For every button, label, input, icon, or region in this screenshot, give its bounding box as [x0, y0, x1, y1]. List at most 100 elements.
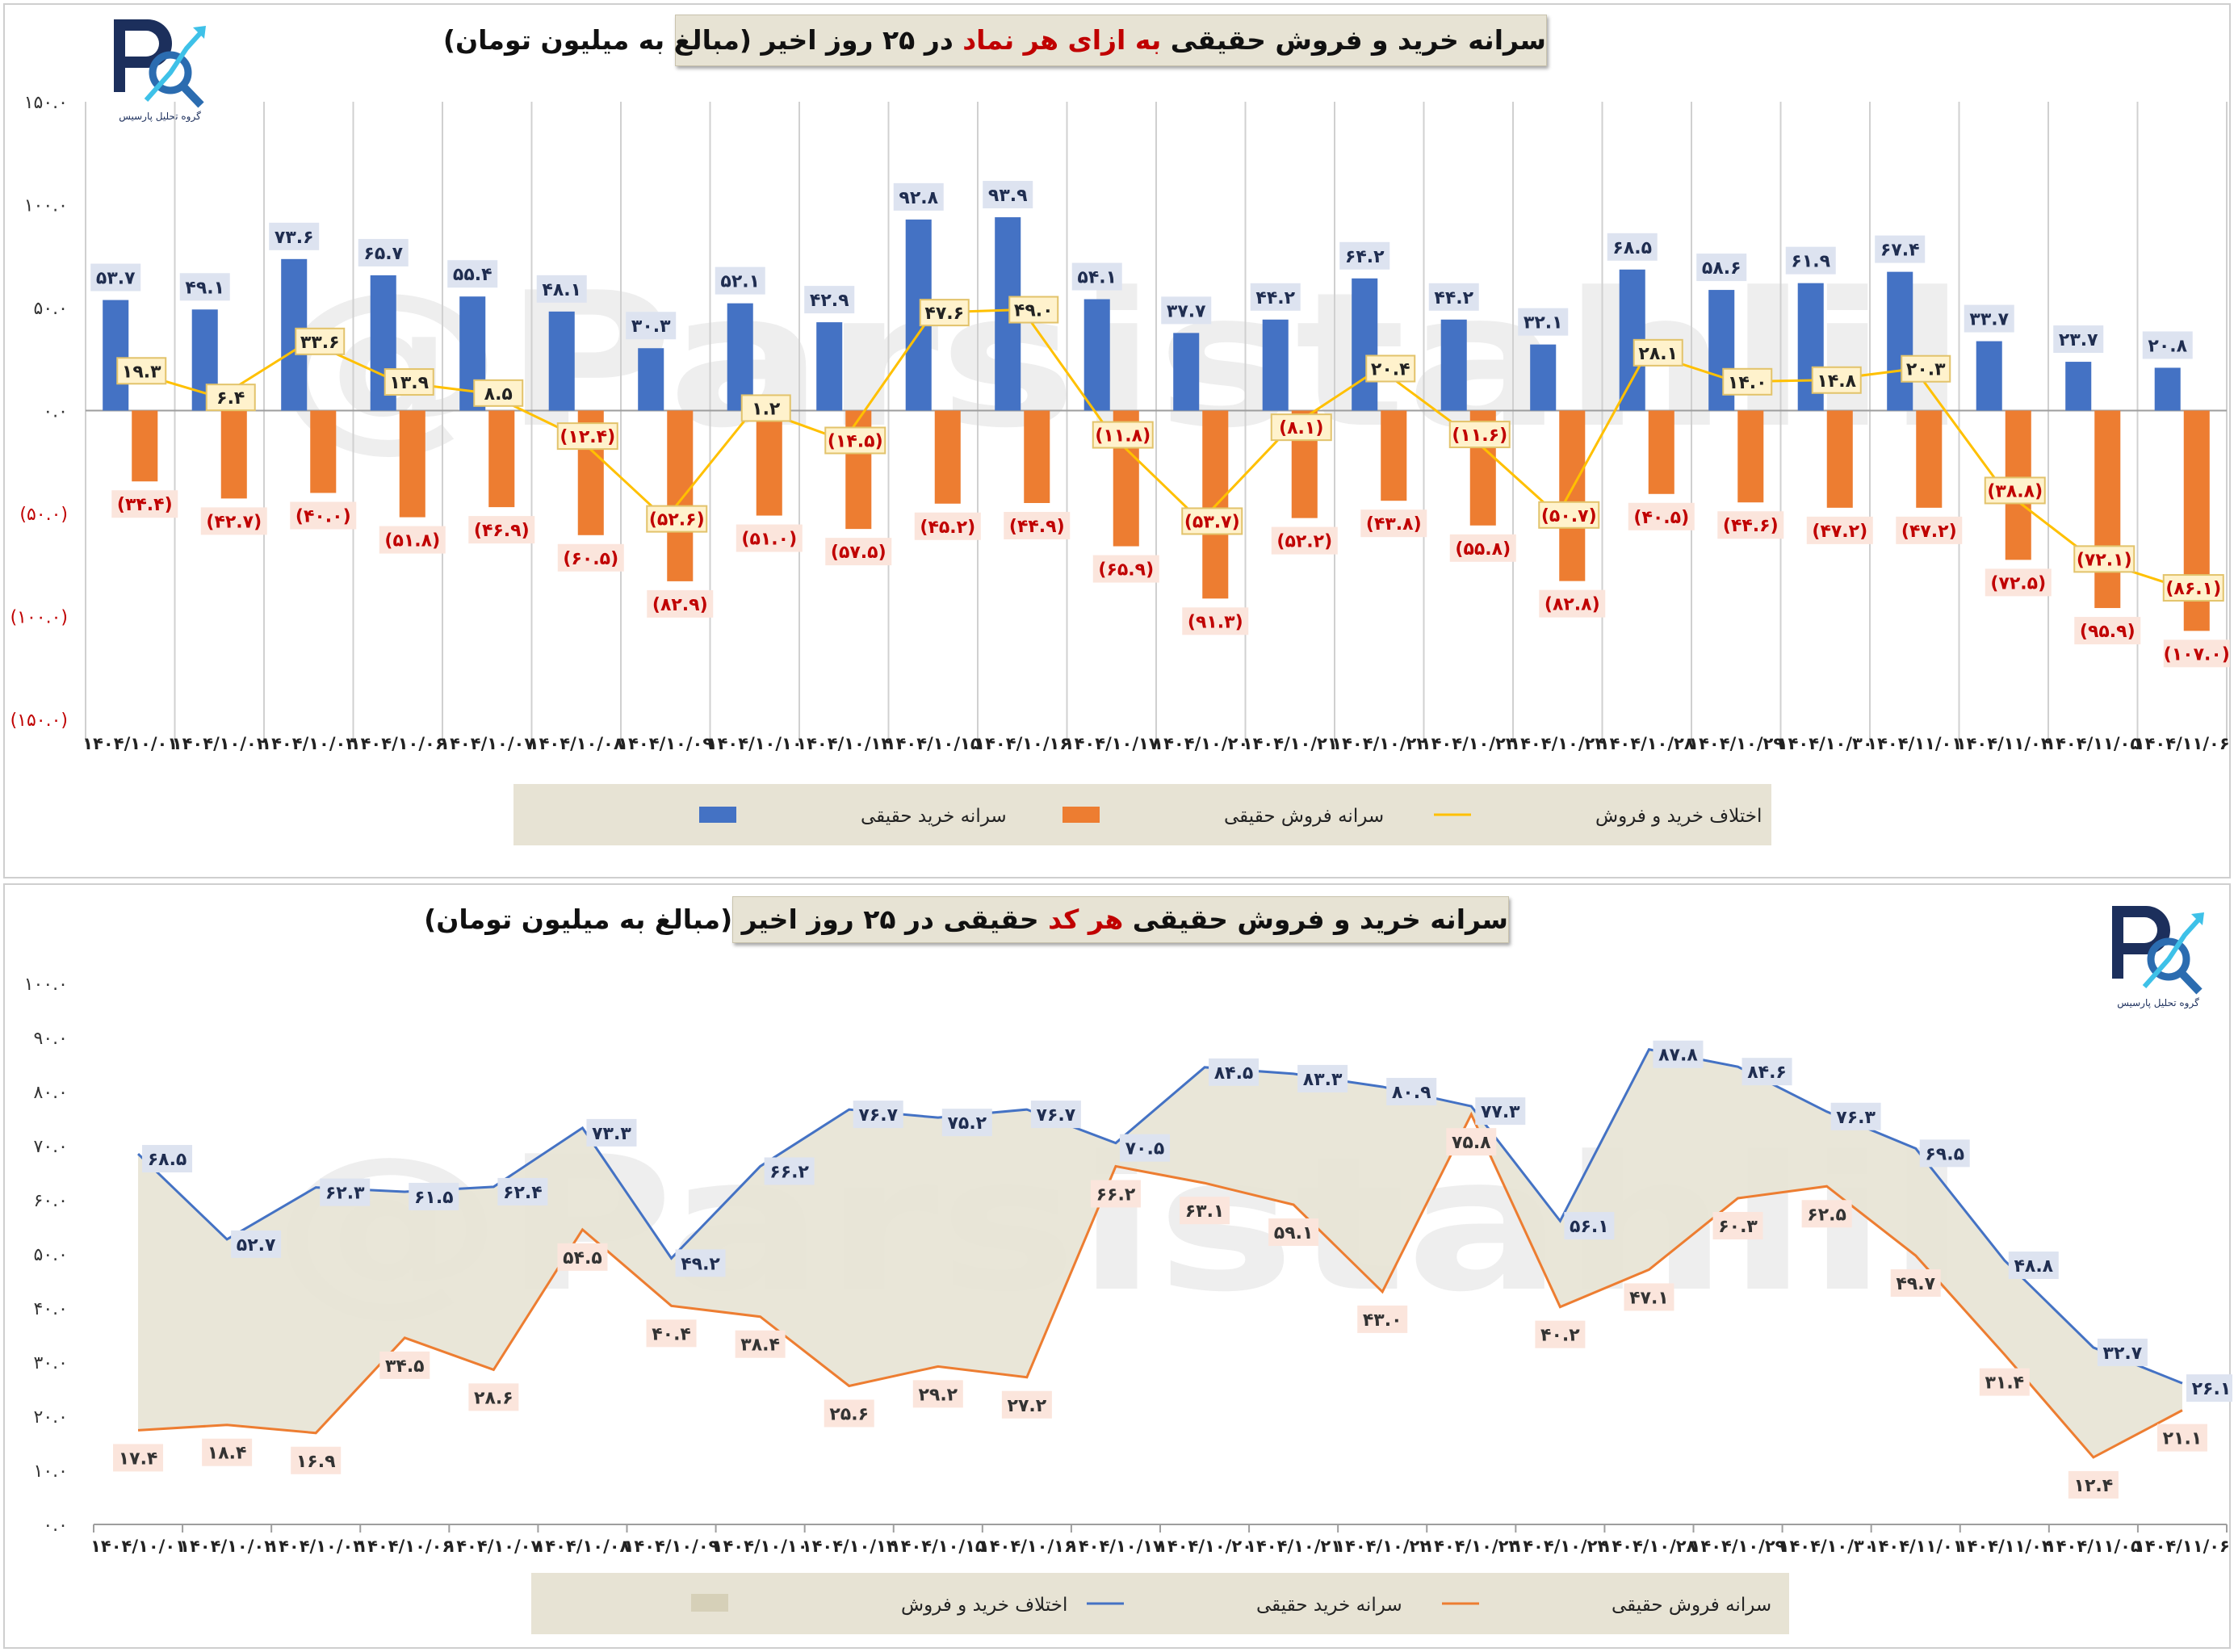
diff-data-label-box	[740, 394, 791, 422]
diff-data-label: ۴۷.۶	[919, 299, 970, 327]
buy-data-label-text: ۹۲.۸	[899, 188, 938, 208]
diff-data-label: ۲۰.۴	[1365, 354, 1416, 383]
buy-data-label-box	[231, 1230, 282, 1258]
sell-data-label: (۵۱.۰)	[736, 524, 803, 552]
diff-data-label-box	[295, 327, 346, 355]
diff-data-label-box	[1538, 501, 1600, 529]
diff-data-label-box	[646, 505, 708, 533]
x-tick-label: ۱۴۰۴/۱۰/۰۶	[350, 734, 446, 753]
sell-data-label-box	[1539, 589, 1606, 618]
x-tick-label: ۱۴۰۴/۱۰/۱۵	[886, 734, 981, 753]
y-tick-label: (۱۰۰.۰)	[10, 608, 68, 628]
sell-data-label: ۱۸.۴	[202, 1438, 253, 1466]
x-tick-label: ۱۴۰۴/۱۰/۰۸	[535, 1537, 631, 1556]
buy-data-label: ۳۳.۷	[1964, 304, 2014, 333]
sell-data-label: (۷۲.۵)	[1985, 568, 2052, 597]
sell-data-label-text: (۶۵.۹)	[1098, 560, 1154, 581]
buy-bar	[548, 311, 575, 411]
buy-data-label-box	[1830, 1102, 1881, 1130]
x-tick-label: ۱۴۰۴/۱۱/۰۵	[2046, 1537, 2141, 1556]
sell-data-label-text: (۹۱.۳)	[1188, 612, 1243, 632]
buy-data-label-text: ۳۲.۷	[2103, 1344, 2143, 1364]
sell-data-label: (۴۶.۹)	[468, 516, 535, 544]
diff-data-label-box	[1722, 367, 1773, 396]
buy-data-label-text: ۵۸.۶	[1702, 258, 1742, 279]
buy-data-label: ۷۶.۷	[853, 1101, 903, 1129]
buy-data-label: ۷۳.۶	[269, 222, 320, 250]
x-tick-label: ۱۴۰۴/۱۰/۱۰	[713, 1537, 808, 1556]
sell-data-label-text: ۴۰.۲	[1540, 1326, 1580, 1346]
sell-data-label-text: ۴۹.۷	[1896, 1274, 1935, 1294]
legend-swatch	[699, 807, 736, 823]
sell-data-label-text: ۶۶.۲	[1096, 1184, 1136, 1205]
buy-data-label-box	[1428, 283, 1479, 311]
buy-data-label-text: ۳۳.۷	[1969, 310, 2009, 330]
sell-data-label-text: (۵۲.۲)	[1276, 532, 1332, 552]
buy-data-label-text: ۷۳.۶	[275, 228, 314, 248]
buy-data-label-text: ۶۲.۳	[325, 1184, 365, 1204]
sell-data-label: (۴۴.۹)	[1004, 511, 1071, 539]
diff-data-label-text: (۷۲.۱)	[2077, 550, 2132, 570]
sell-data-label-text: ۴۷.۱	[1629, 1288, 1669, 1308]
buy-data-label-text: ۶۲.۴	[503, 1183, 543, 1203]
sell-data-label-box	[2074, 617, 2141, 645]
x-tick-label: ۱۴۰۴/۱۰/۲۲	[1331, 734, 1427, 753]
sell-bar	[310, 410, 337, 493]
buy-data-label-text: ۶۸.۵	[148, 1150, 187, 1170]
buy-data-label-box	[1518, 308, 1569, 336]
sell-data-label: (۴۷.۲)	[1806, 516, 1873, 544]
sell-data-label-text: (۴۳.۸)	[1366, 514, 1422, 535]
x-tick-label: ۱۴۰۴/۱۱/۰۵	[2045, 734, 2140, 753]
buy-data-label-text: ۷۳.۳	[592, 1124, 631, 1144]
buy-data-label: ۶۱.۵	[409, 1182, 459, 1210]
buy-bar	[1530, 344, 1557, 411]
buy-bar	[2065, 362, 2092, 411]
buy-data-label: ۴۲.۹	[804, 286, 855, 314]
sell-data-label-box	[468, 516, 535, 544]
sell-data-label: ۳۱.۴	[1979, 1368, 2030, 1396]
sell-data-label: ۴۳.۰	[1357, 1305, 1408, 1333]
buy-data-label: ۶۶.۲	[764, 1157, 815, 1185]
buy-bar	[1440, 319, 1467, 411]
x-tick-label: ۱۴۰۴/۱۱/۰۴	[1957, 1537, 2052, 1556]
x-tick-label: ۱۴۰۴/۱۰/۰۲	[179, 1537, 275, 1556]
per-symbol-chart-panel: سرانه خرید و فروش حقیقی به ازای هر نماد …	[3, 3, 2231, 878]
buy-data-label: ۷۳.۳	[586, 1118, 637, 1147]
buy-data-label: ۷۶.۳	[1830, 1102, 1881, 1130]
diff-data-label-box	[824, 426, 886, 455]
x-tick-label: ۱۴۰۴/۱۰/۱۴	[802, 1537, 897, 1556]
x-tick-label: ۱۴۰۴/۱۰/۱۰	[707, 734, 803, 753]
diff-data-label-text: ۴۹.۰	[1014, 301, 1054, 321]
chart2-svg: @Parsistahlil۱۰۰.۰۹۰.۰۸۰.۰۷۰.۰۶۰.۰۵۰.۰۴۰…	[24, 975, 2232, 1634]
buy-data-label: ۶۸.۵	[142, 1145, 193, 1173]
buy-data-label: ۵۳.۷	[90, 263, 141, 291]
diff-data-label: (۱۴.۵)	[824, 426, 886, 455]
sell-bar	[1024, 410, 1050, 503]
sell-data-label: ۴۰.۴	[646, 1319, 697, 1348]
diff-data-label-box	[1448, 421, 1511, 449]
diff-data-label-box	[1984, 476, 2046, 505]
diff-data-label-text: (۱۱.۸)	[1095, 426, 1151, 447]
buy-data-label: ۶۸.۵	[1607, 233, 1658, 261]
diff-data-label: (۵۲.۶)	[646, 505, 708, 533]
buy-data-label: ۲۰.۸	[2142, 331, 2193, 359]
diff-data-label-box	[1008, 296, 1059, 324]
sell-data-label: ۲۸.۶	[468, 1383, 519, 1411]
buy-data-label-text: ۶۹.۵	[1925, 1144, 1964, 1164]
sell-data-label: (۴۰.۵)	[1628, 502, 1695, 530]
sell-bar	[1381, 410, 1407, 501]
sell-data-label-text: ۳۸.۴	[740, 1335, 780, 1356]
buy-data-label: ۲۳.۷	[2053, 325, 2104, 354]
sell-data-label: (۴۴.۶)	[1717, 511, 1784, 539]
sell-bar	[1826, 410, 1853, 508]
sell-data-label-text: (۴۷.۲)	[1901, 522, 1957, 542]
x-tick-label: ۱۴۰۴/۱۰/۰۳	[268, 1537, 363, 1556]
sell-data-label-box	[202, 1438, 253, 1466]
parsis-logo-icon: گروه تحلیل پارسیس	[114, 19, 206, 123]
sell-data-label-text: ۶۳.۱	[1185, 1201, 1225, 1222]
sell-data-label-box	[1985, 568, 2052, 597]
buy-data-label-text: ۵۵.۴	[453, 265, 492, 285]
sell-data-label-box	[2156, 1423, 2207, 1452]
diff-data-label: ۸.۵	[473, 379, 524, 407]
x-tick-label: ۱۴۰۴/۱۰/۲۹	[1688, 734, 1783, 753]
